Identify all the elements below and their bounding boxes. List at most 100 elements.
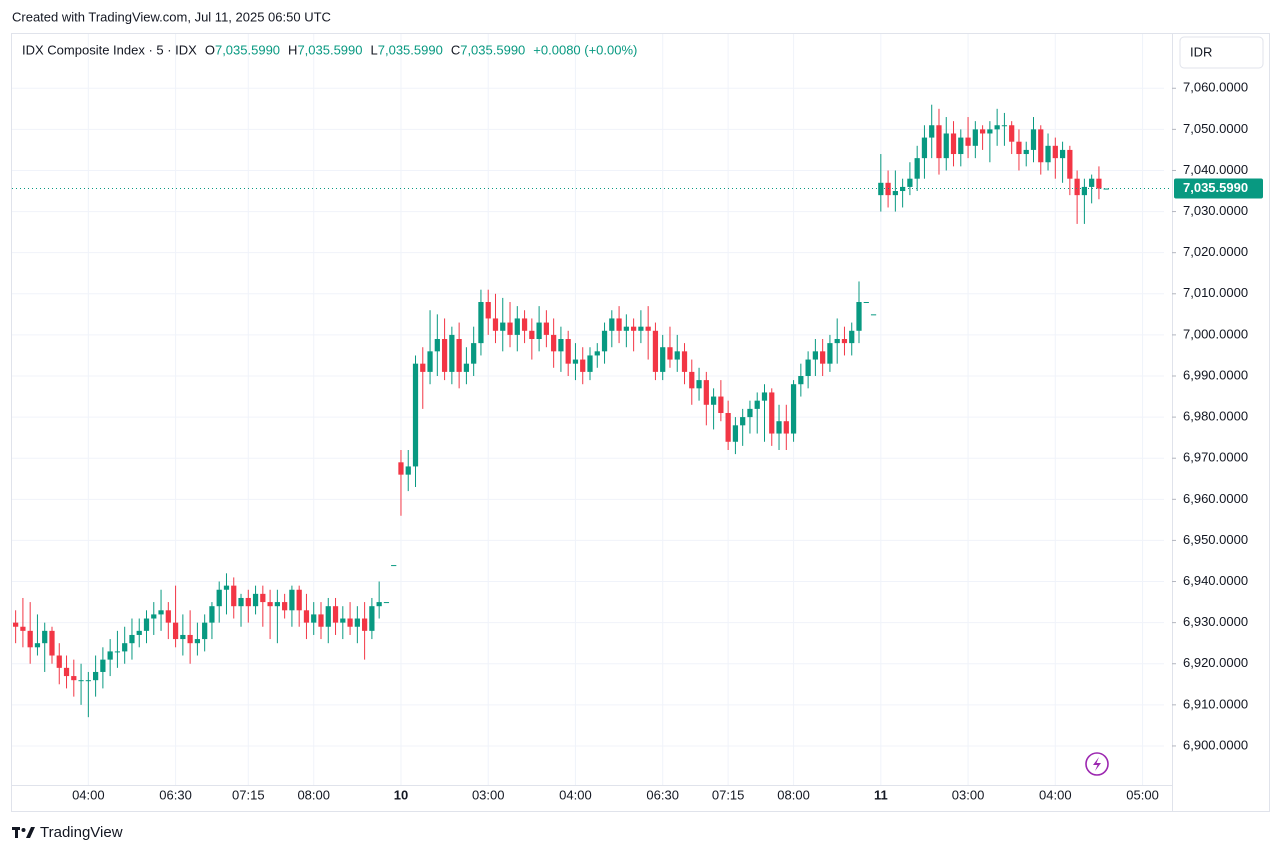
candle-body — [652, 330, 659, 372]
candle-body — [361, 618, 368, 631]
candle-body — [645, 326, 651, 331]
symbol-title: IDX Composite Index · 5 · IDX — [22, 42, 197, 57]
y-tick-label: 6,990.0000 — [1183, 367, 1248, 382]
candle-body — [580, 359, 586, 372]
candle-body — [180, 634, 186, 640]
candle-body — [172, 622, 179, 640]
candle-body — [267, 602, 273, 607]
candle-body — [994, 125, 1000, 130]
candle-body — [100, 659, 106, 672]
candle-body — [485, 302, 491, 319]
candle-body — [972, 129, 978, 146]
logo-part — [15, 827, 18, 838]
candle-body — [347, 618, 353, 627]
candle-body — [747, 408, 753, 418]
candle-body — [623, 326, 629, 331]
candle-body — [238, 597, 244, 607]
ohlc-value: 7,035.5990 — [378, 42, 443, 57]
last-price-label: 7,035.5990 — [1183, 180, 1248, 195]
candle-body — [412, 363, 419, 467]
candle-body — [405, 466, 411, 475]
candle-body — [318, 614, 324, 627]
candle-body — [85, 680, 91, 682]
candle-body — [987, 129, 993, 134]
candle-body — [769, 392, 775, 434]
candle-body — [907, 178, 913, 187]
candle-body — [631, 326, 637, 331]
currency[interactable]: IDR — [1190, 44, 1212, 59]
candle-body — [471, 343, 477, 364]
candle-body — [165, 610, 171, 623]
candle-body — [536, 322, 542, 340]
y-tick-label: 6,920.0000 — [1183, 655, 1248, 670]
candle-body — [129, 634, 135, 644]
candle-body — [543, 322, 549, 335]
x-tick-label: 08:00 — [297, 787, 330, 802]
candle-body — [790, 384, 797, 434]
candle-body — [965, 137, 971, 146]
candle-body — [761, 392, 768, 401]
candle-body — [660, 347, 666, 372]
candle-body — [892, 191, 898, 196]
y-tick-label: 6,940.0000 — [1183, 573, 1248, 588]
candle-body — [114, 651, 121, 653]
candle-body — [63, 667, 70, 677]
candle-body — [798, 375, 804, 385]
candle-body — [71, 676, 77, 681]
y-tick-label: 7,040.0000 — [1183, 162, 1248, 177]
candle-body — [1030, 129, 1037, 150]
candle-body — [1052, 145, 1058, 159]
candle-body — [143, 618, 150, 631]
x-tick-label: 04:00 — [559, 787, 592, 802]
candle-body — [1074, 178, 1080, 196]
logo-part — [21, 828, 26, 832]
candle-body — [107, 651, 113, 660]
candle-body — [20, 626, 26, 631]
candle-body — [376, 602, 382, 607]
candle-body — [252, 593, 259, 607]
candle-body — [943, 133, 949, 159]
candle-body — [151, 614, 157, 619]
candle-body — [674, 351, 680, 360]
candle-body — [187, 634, 193, 644]
candle-body — [231, 585, 237, 607]
candle-body — [42, 630, 48, 644]
y-tick-label: 7,000.0000 — [1183, 326, 1248, 341]
candle-body — [558, 339, 564, 352]
x-tick-label: 11 — [874, 787, 888, 802]
candle-body — [500, 322, 506, 331]
candle-body — [565, 339, 571, 364]
y-tick-label: 7,030.0000 — [1183, 203, 1248, 218]
candle-body — [303, 610, 310, 623]
candle-body — [194, 639, 201, 644]
candle-body — [594, 351, 600, 356]
candle-body — [900, 186, 906, 192]
x-tick-label: 03:00 — [952, 787, 985, 802]
candle-body — [958, 137, 964, 155]
candle-body — [601, 330, 608, 352]
candle-body — [34, 643, 41, 648]
candle-body — [1009, 125, 1015, 142]
candle-body — [1067, 149, 1073, 179]
candle-body — [1059, 149, 1066, 159]
candle-body — [725, 412, 731, 442]
brand: TradingView — [40, 824, 123, 841]
candle-body — [274, 602, 280, 607]
candle-body — [78, 680, 84, 682]
y-tick-label: 6,900.0000 — [1183, 737, 1248, 752]
x-tick-label: 04:00 — [1039, 787, 1072, 802]
candle-body — [521, 318, 528, 331]
candle-body — [449, 334, 455, 372]
chart-frame — [11, 33, 1270, 812]
candle-body — [805, 359, 811, 376]
currency-box[interactable] — [1179, 36, 1264, 69]
candle-body — [311, 614, 317, 623]
candle-body — [841, 339, 848, 344]
candle-body — [616, 318, 622, 331]
x-tick-label: 05:00 — [1126, 787, 1159, 802]
y-tick-label: 7,010.0000 — [1183, 285, 1248, 300]
candle-body — [427, 351, 433, 372]
candle-body — [783, 421, 789, 434]
candle-body — [834, 339, 840, 344]
y-tick-label: 7,020.0000 — [1183, 244, 1248, 259]
